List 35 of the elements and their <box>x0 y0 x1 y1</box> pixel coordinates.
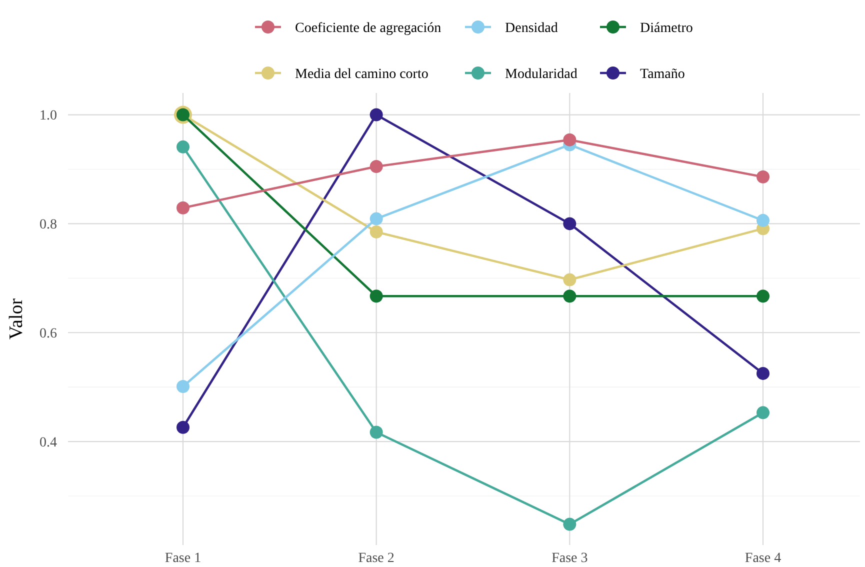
point <box>370 212 383 226</box>
point <box>563 217 576 230</box>
y-tick-label: 1.0 <box>40 108 57 124</box>
legend-label: Densidad <box>505 20 558 36</box>
legend-label: Tamaño <box>640 66 685 82</box>
point <box>370 160 383 174</box>
point <box>370 108 383 122</box>
point <box>756 170 770 184</box>
point <box>176 201 190 214</box>
point <box>370 225 383 238</box>
x-tick-label: Fase 4 <box>744 550 782 566</box>
y-tick-label: 0.6 <box>40 326 57 342</box>
point <box>370 290 383 303</box>
x-tick-label: Fase 1 <box>164 550 202 566</box>
legend-label: Media del camino corto <box>295 66 428 82</box>
y-tick-label: 0.4 <box>40 435 57 450</box>
x-tick-label: Fase 3 <box>552 550 588 566</box>
y-axis-title: Valor <box>6 298 27 340</box>
point <box>176 140 190 154</box>
legend-label: Diámetro <box>640 20 693 36</box>
point <box>176 380 190 394</box>
y-tick-label: 0.8 <box>40 218 57 233</box>
point <box>756 406 770 420</box>
point <box>563 133 576 146</box>
legend-label: Coeficiente de agregación <box>295 20 442 36</box>
point <box>563 290 576 303</box>
point <box>756 366 770 380</box>
point <box>176 420 190 434</box>
point <box>370 426 383 439</box>
x-tick-label: Fase 2 <box>358 550 394 566</box>
legend-label: Modularidad <box>505 66 578 82</box>
point <box>563 273 576 286</box>
point <box>563 518 576 531</box>
point <box>756 290 770 303</box>
point <box>756 214 770 227</box>
